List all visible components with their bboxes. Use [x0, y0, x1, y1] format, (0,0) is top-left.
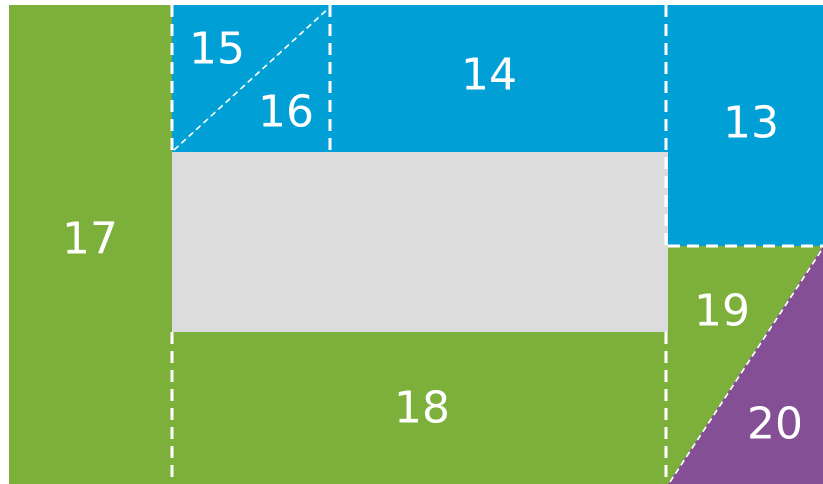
- region-14: [330, 5, 668, 152]
- label-15: 15: [189, 24, 245, 75]
- region-17: [9, 5, 172, 484]
- region-20: [668, 246, 823, 484]
- label-20: 20: [747, 399, 803, 450]
- label-17: 17: [62, 214, 118, 265]
- center-gray-area: [172, 152, 668, 332]
- region-13: [668, 5, 823, 246]
- label-16: 16: [258, 87, 314, 138]
- region-18: [172, 332, 668, 484]
- label-14: 14: [461, 50, 517, 101]
- label-18: 18: [394, 383, 450, 434]
- label-13: 13: [723, 98, 779, 149]
- label-19: 19: [694, 286, 750, 337]
- divider-15-16: [173, 6, 331, 151]
- divider-19-20: [669, 247, 823, 483]
